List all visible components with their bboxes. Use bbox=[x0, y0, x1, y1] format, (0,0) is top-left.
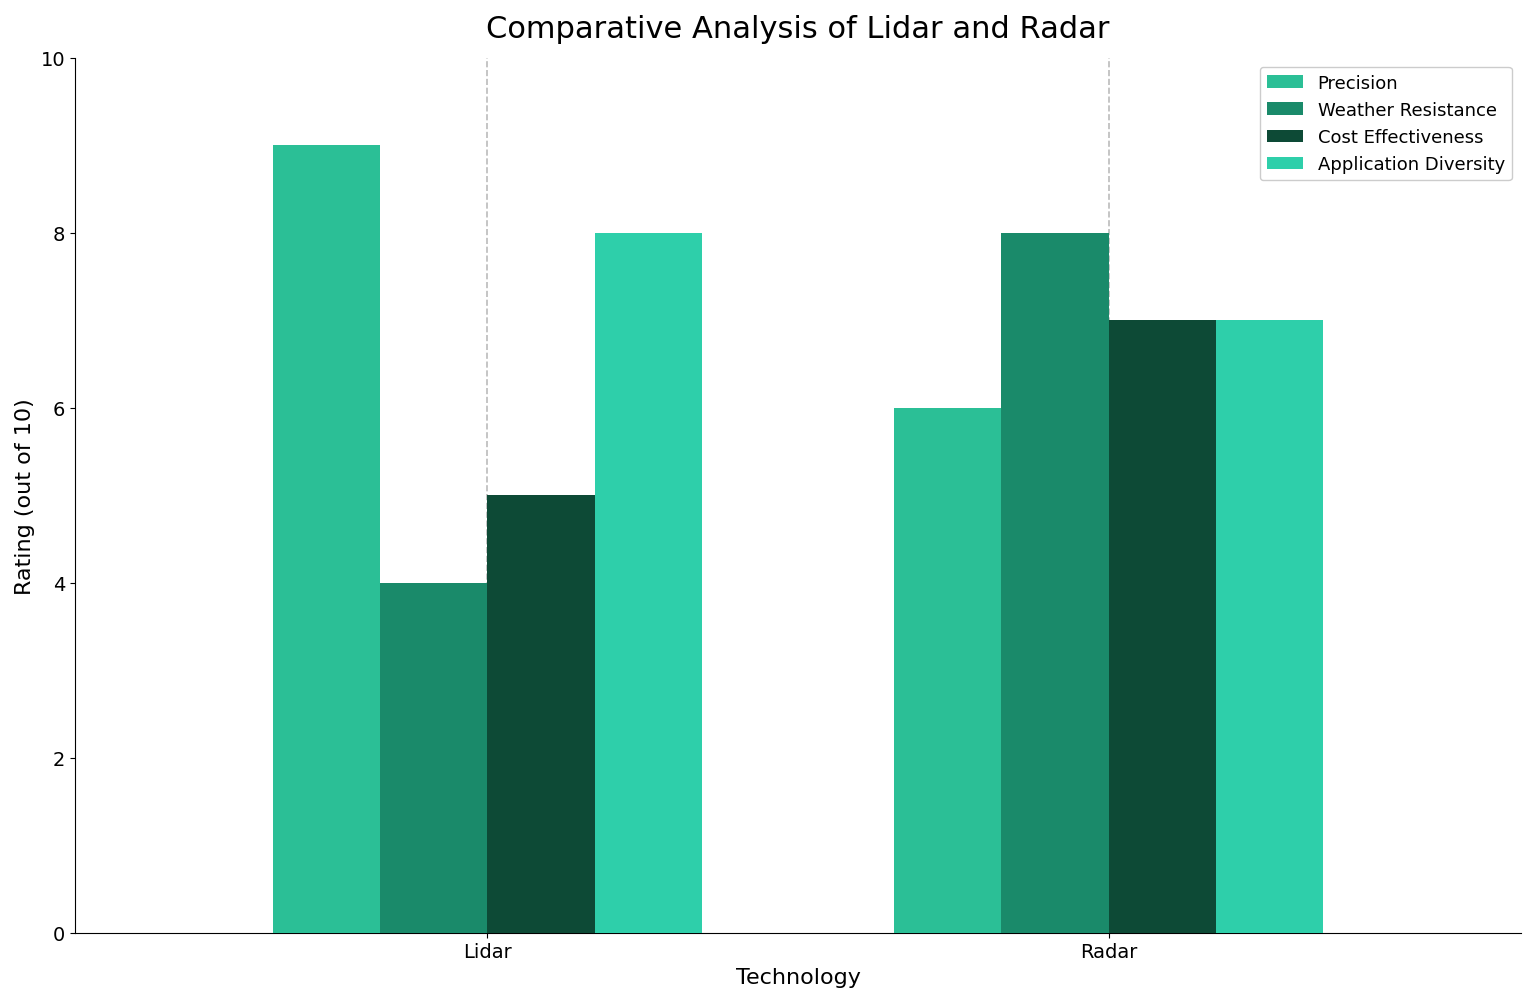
Title: Comparative Analysis of Lidar and Radar: Comparative Analysis of Lidar and Radar bbox=[487, 15, 1109, 44]
Bar bbox=[1001, 233, 1109, 933]
X-axis label: Technology: Technology bbox=[736, 967, 860, 987]
Bar bbox=[487, 496, 594, 933]
Bar bbox=[1217, 321, 1324, 933]
Bar bbox=[894, 409, 1001, 933]
Bar bbox=[594, 233, 702, 933]
Bar bbox=[379, 583, 487, 933]
Bar bbox=[1109, 321, 1217, 933]
Legend: Precision, Weather Resistance, Cost Effectiveness, Application Diversity: Precision, Weather Resistance, Cost Effe… bbox=[1260, 68, 1511, 181]
Y-axis label: Rating (out of 10): Rating (out of 10) bbox=[15, 398, 35, 594]
Bar bbox=[272, 146, 379, 933]
